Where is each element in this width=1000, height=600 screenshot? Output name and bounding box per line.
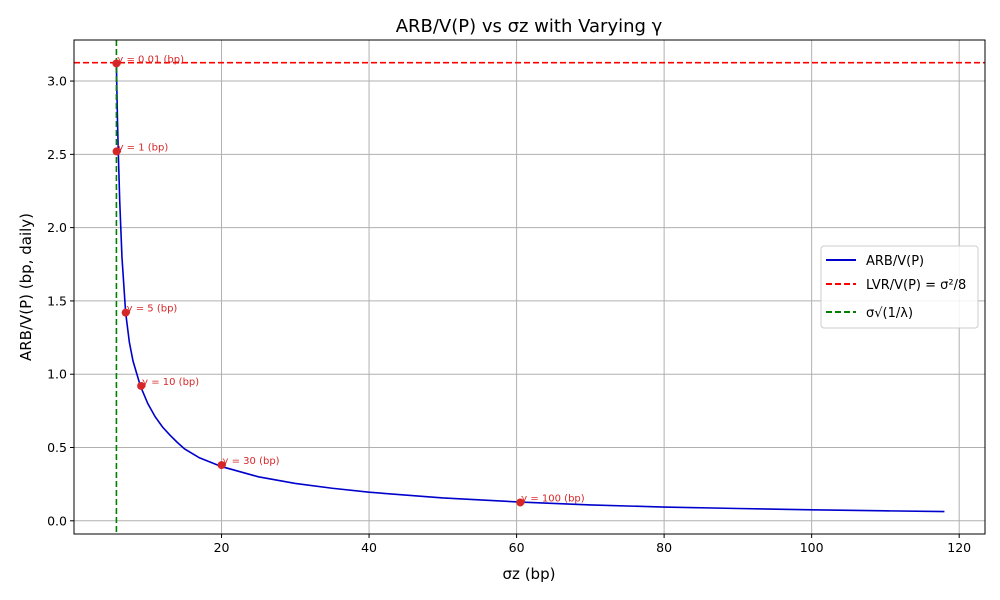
y-tick-label: 0.0	[47, 513, 67, 528]
x-tick-label: 40	[361, 540, 377, 555]
plot-layer	[74, 40, 985, 534]
x-tick-label: 120	[947, 540, 971, 555]
gamma-annotation: γ = 10 (bp)	[142, 377, 199, 388]
marker-layer: γ = 0.01 (bp) γ = 1 (bp) γ = 5 (bp) γ = 10 …	[112, 54, 585, 507]
y-tick-label: 0.5	[47, 440, 67, 455]
gamma-annotation: γ = 0.01 (bp)	[117, 54, 184, 65]
gamma-marker	[137, 381, 146, 390]
legend-box	[820, 245, 979, 329]
y-tick-label: 1.5	[47, 293, 67, 308]
legend: ARB/V(P) LVR/V(P) = σ²/8 σ√(1/λ)	[820, 245, 979, 329]
legend-sigma-label: σ√(1/λ)	[866, 306, 913, 321]
y-tick-label: 2.5	[47, 147, 67, 162]
x-axis-label: σz (bp)	[503, 565, 556, 583]
gamma-marker	[121, 308, 130, 317]
gamma-annotation: γ = 100 (bp)	[521, 493, 585, 504]
gamma-marker	[112, 147, 121, 156]
y-tick-label: 3.0	[47, 74, 67, 89]
gamma-annotation: γ = 30 (bp)	[223, 456, 280, 467]
gamma-marker	[112, 59, 121, 68]
y-axis-label: ARB/V(P) (bp, daily)	[17, 213, 35, 361]
x-tick-label: 80	[656, 540, 672, 555]
gamma-marker	[516, 498, 525, 507]
legend-lvr-label: LVR/V(P) = σ²/8	[866, 278, 966, 293]
chart-title: ARB/V(P) vs σz with Varying γ	[396, 16, 663, 37]
plot-area-frame	[73, 39, 986, 535]
x-tick-label: 100	[800, 540, 824, 555]
x-tick-label: 60	[509, 540, 525, 555]
arb-series-line	[115, 63, 945, 513]
x-tick-label: 20	[214, 540, 230, 555]
tick-layer: 20 40 60 80 100 120 0.0 0.5 1.0 1.5 2.0 2.5 3.0	[47, 74, 971, 555]
y-tick-label: 2.0	[47, 220, 67, 235]
legend-arb-label: ARB/V(P)	[866, 254, 924, 269]
gamma-annotation: γ = 1 (bp)	[118, 142, 169, 153]
gamma-marker	[217, 461, 226, 470]
gamma-annotation: γ = 5 (bp)	[127, 304, 178, 315]
y-tick-label: 1.0	[47, 367, 67, 382]
